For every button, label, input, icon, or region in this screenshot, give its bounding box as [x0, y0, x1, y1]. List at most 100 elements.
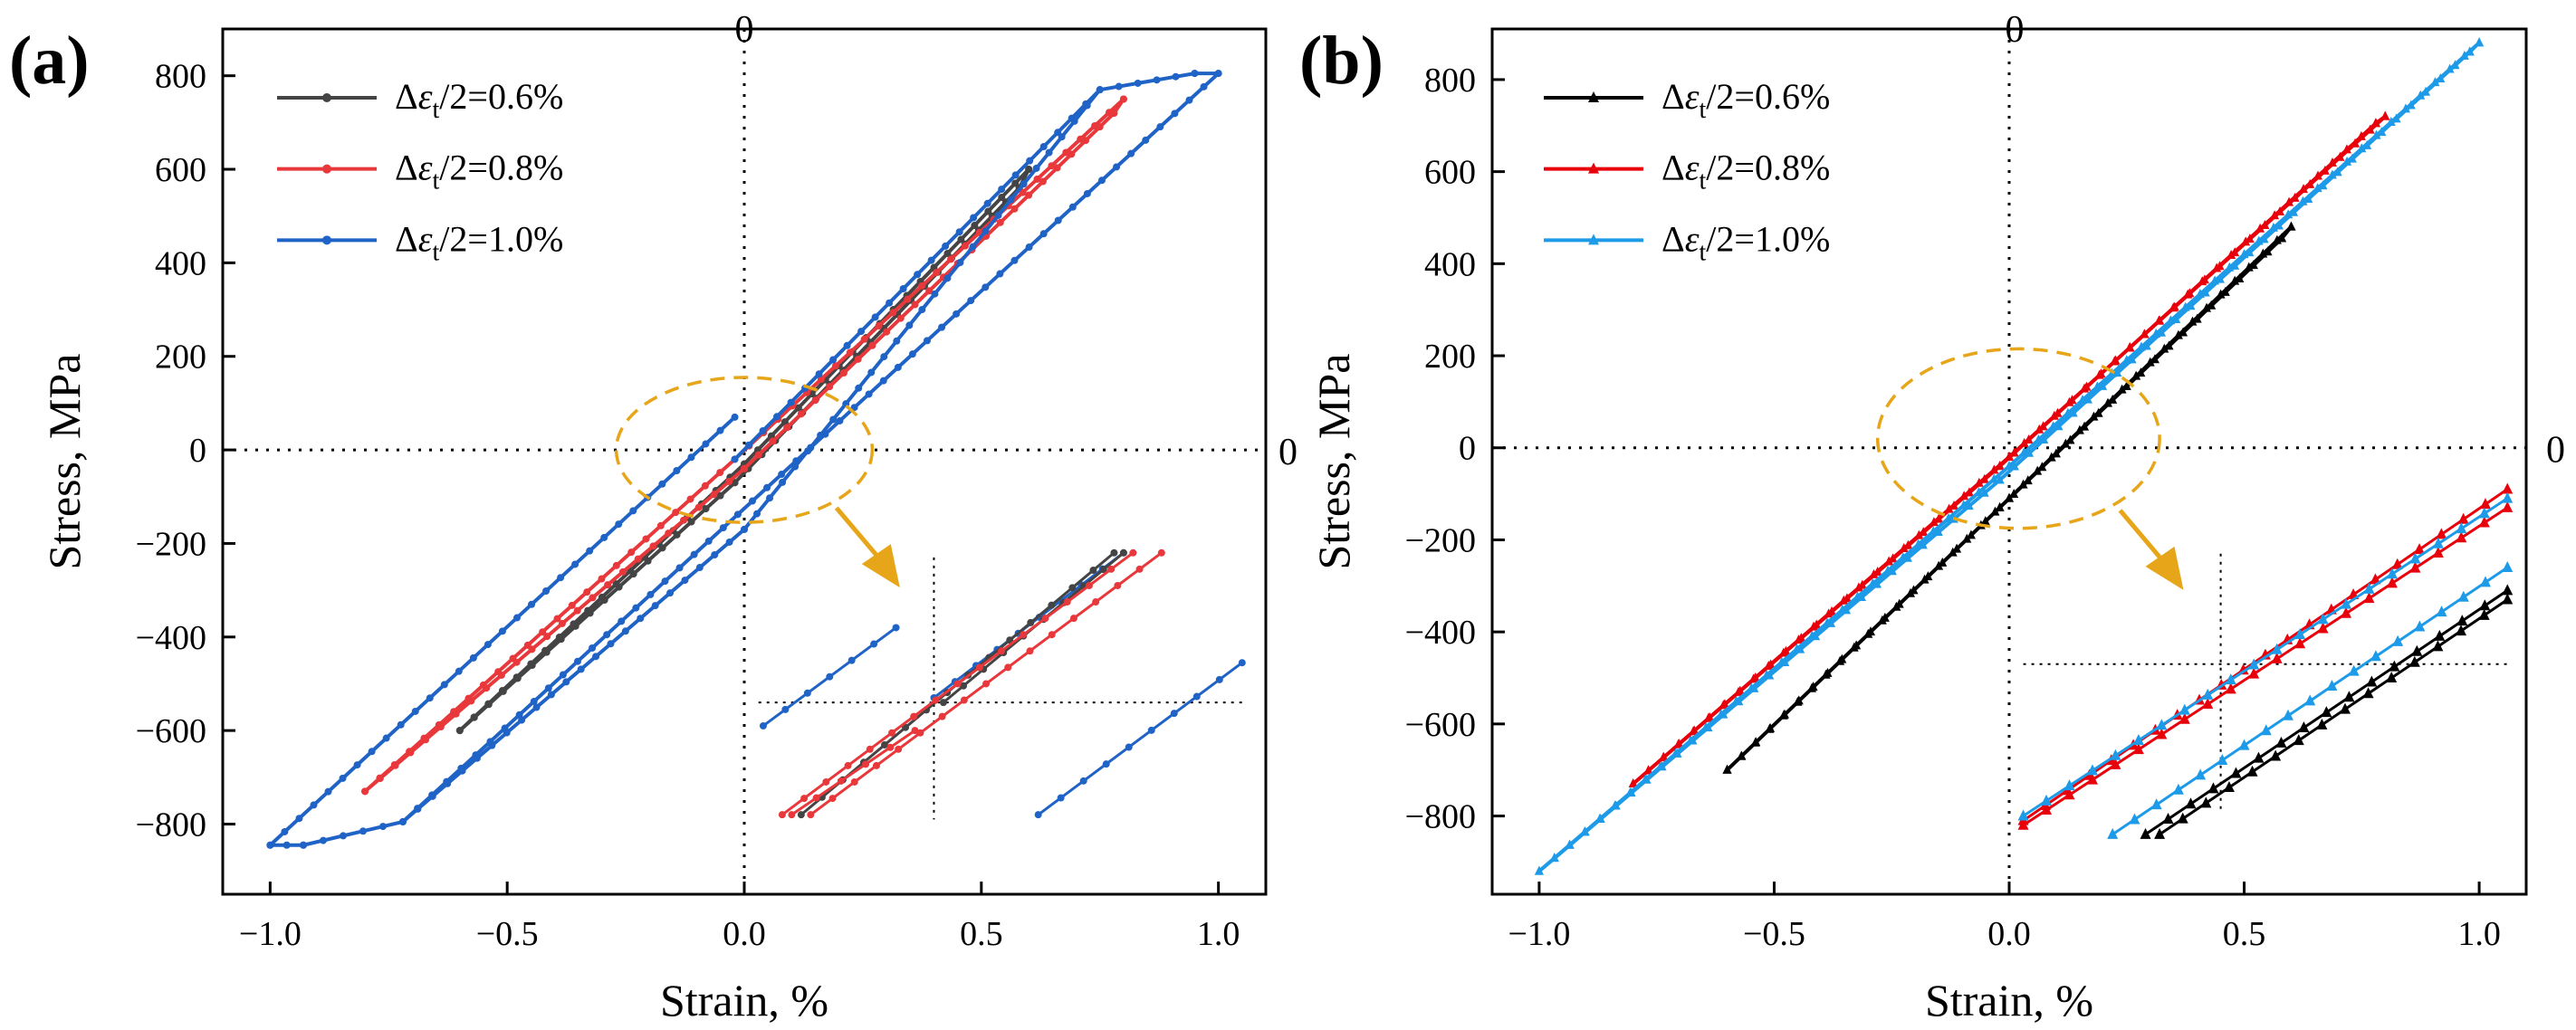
legend-subscript: t — [433, 96, 440, 124]
inset-point — [2408, 655, 2420, 667]
x-tick-label: 0.5 — [2223, 915, 2266, 953]
inset-point — [2436, 528, 2447, 539]
inset-point — [837, 777, 845, 785]
data-point — [382, 734, 390, 742]
inset-point — [1119, 548, 1127, 557]
data-point — [779, 478, 787, 486]
data-point — [1705, 711, 1715, 721]
inset-point — [1063, 598, 1071, 606]
data-point — [889, 309, 897, 317]
data-point — [2406, 100, 2416, 110]
data-point — [970, 214, 978, 222]
data-point — [661, 577, 669, 586]
inset-point — [892, 624, 900, 632]
y-tick-label: 800 — [1424, 62, 1476, 100]
data-point — [458, 767, 466, 775]
data-point — [618, 617, 626, 625]
inset-point — [2502, 560, 2514, 572]
data-point — [701, 482, 709, 490]
data-point — [911, 300, 919, 309]
data-point — [2019, 437, 2029, 447]
data-point — [615, 520, 623, 529]
data-point — [710, 491, 718, 499]
data-point — [2380, 110, 2390, 120]
inset-point — [1048, 601, 1056, 609]
data-point — [1011, 171, 1020, 179]
data-point — [971, 222, 979, 230]
inset-point — [2041, 794, 2053, 806]
inset-point — [2502, 593, 2514, 605]
legend-suffix: /2=0.6% — [1706, 76, 1830, 117]
inset-point — [844, 761, 852, 769]
data-point — [1857, 579, 1867, 589]
inset-point — [2156, 728, 2168, 739]
inset-line — [1037, 662, 1243, 816]
data-point — [539, 628, 547, 636]
data-point — [627, 548, 636, 557]
data-point — [2037, 462, 2047, 472]
inset-point — [2432, 546, 2444, 558]
data-point — [2400, 103, 2410, 113]
data-point — [1872, 578, 1882, 588]
data-point — [2421, 86, 2431, 96]
x-tick-label: −0.5 — [1743, 915, 1805, 953]
legend-suffix: /2=0.6% — [439, 76, 563, 117]
inset-point — [2409, 552, 2421, 564]
data-point — [883, 328, 891, 336]
data-point — [281, 827, 289, 835]
data-point — [953, 310, 961, 318]
data-point — [1033, 175, 1041, 183]
data-point — [1171, 110, 1179, 118]
legend-marker — [322, 93, 331, 102]
y-axis-label: Stress, MPa — [39, 354, 90, 570]
data-point — [512, 614, 521, 622]
y-tick-label: −600 — [136, 712, 206, 750]
data-point — [2108, 394, 2118, 404]
inset-point — [2392, 634, 2404, 646]
legend-marker — [322, 164, 331, 174]
data-point — [2125, 341, 2135, 351]
inset-point — [2317, 613, 2329, 625]
data-point — [1642, 774, 1652, 784]
data-point — [2074, 424, 2084, 434]
data-point — [1062, 148, 1070, 157]
x-tick-label: −1.0 — [1508, 915, 1570, 953]
data-point — [1938, 557, 1948, 567]
inset-point — [2270, 749, 2282, 761]
data-point — [1974, 486, 1984, 496]
data-point — [745, 441, 753, 449]
y-axis-label: Stress, MPa — [1308, 354, 1359, 570]
data-point — [1857, 592, 1867, 602]
data-point — [1025, 191, 1033, 199]
data-point — [2347, 153, 2357, 163]
legend-label: Δεt/2=1.0% — [1661, 218, 1830, 266]
inset-point — [2246, 765, 2258, 777]
data-point — [804, 447, 812, 455]
data-point — [532, 703, 541, 711]
data-point — [2298, 196, 2308, 205]
inset-point — [2502, 501, 2514, 512]
inset-point — [2456, 615, 2468, 626]
data-point — [528, 600, 536, 608]
data-point — [1083, 189, 1091, 197]
data-point — [586, 547, 594, 555]
legend-symbol: ε — [1685, 218, 1700, 259]
data-point — [444, 779, 452, 787]
data-point — [2235, 272, 2245, 282]
data-point — [1903, 539, 1913, 549]
inset-point — [2479, 498, 2491, 510]
data-point — [1200, 82, 1208, 91]
inset-point — [2200, 796, 2212, 808]
data-point — [2341, 144, 2351, 154]
data-point — [2290, 192, 2300, 202]
inset-point — [2110, 749, 2121, 760]
data-point — [1918, 539, 1928, 549]
y-tick-label: 200 — [155, 339, 206, 377]
inset-point — [2304, 694, 2316, 706]
data-point — [592, 653, 600, 661]
inset-point — [2156, 719, 2168, 730]
data-point — [2103, 397, 2113, 407]
inset-point — [850, 777, 858, 786]
inset-point — [812, 794, 820, 802]
data-point — [904, 295, 912, 303]
